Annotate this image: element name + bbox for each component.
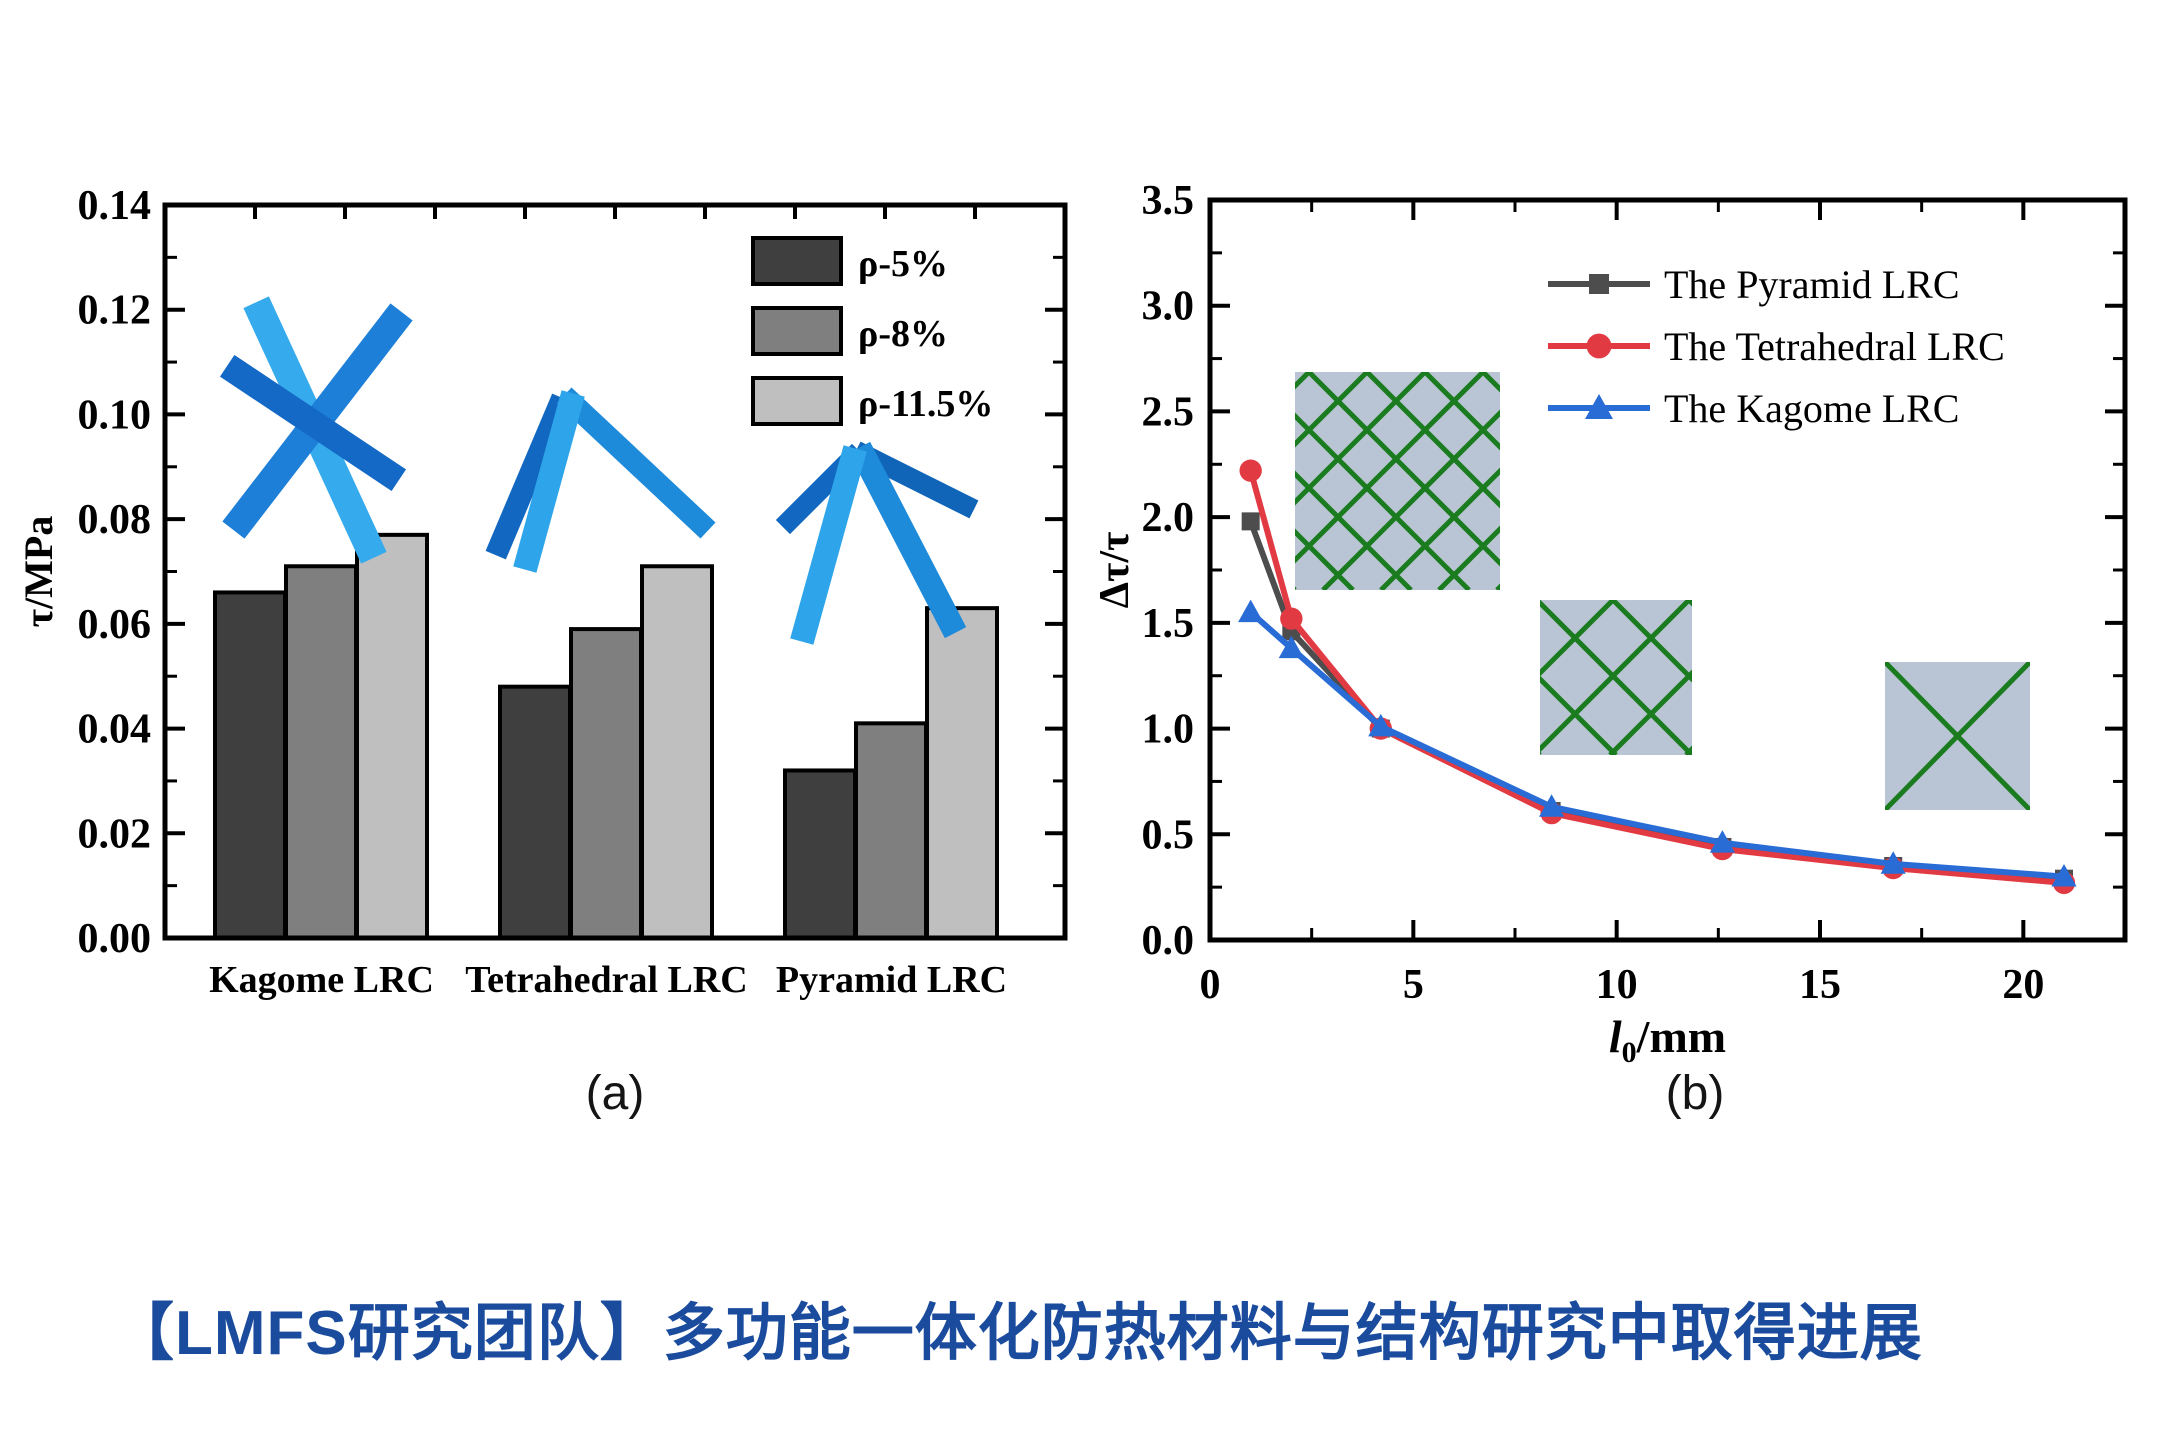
strut [513,390,585,573]
y-tick-label: 0.04 [78,707,152,753]
y-tick-label: 3.5 [1142,178,1195,224]
legend-b-entry-2: The Kagome LRC [1548,386,1960,431]
marker-triangle [1278,635,1304,659]
bar-kagome-series2 [355,532,429,940]
legend-b-label: The Kagome LRC [1664,386,1960,431]
y-tick-label: 1.0 [1142,707,1195,753]
charts-svg: Kagome LRC Tetrahedral LRC Pyramid LRC0.00… [16,178,2128,1069]
y-tick-label: 0.12 [78,288,152,334]
y-tick-label: 0.14 [78,183,152,229]
y-tick-label: 0.06 [78,602,152,648]
marker-triangle [1368,713,1394,737]
x-tick-label: 15 [1799,962,1841,1008]
marker-circle [1586,333,1612,359]
y-tick-label: 0.02 [78,811,152,857]
x-tick-label: 5 [1403,962,1424,1008]
bar-kagome-series1 [284,564,358,940]
marker-circle [1239,459,1262,482]
legend-a-entry-0: ρ-5% [751,236,948,286]
x-tick-label: 20 [2002,962,2044,1008]
legend-b-entry-1: The Tetrahedral LRC [1548,324,2005,369]
bar-tetrahedral-series0 [498,684,572,941]
x-tick-label: 0 [1200,962,1221,1008]
y-tick-label: 0.00 [78,916,152,962]
panel-a-ylabel: τ/MPa [16,516,61,628]
marker-triangle [1585,394,1613,419]
strut [851,441,979,519]
kagome-unit-cell-icon [219,296,413,564]
marker-triangle [1880,851,1906,874]
strut [556,387,716,539]
pyramid-unit-cell-icon [775,441,979,645]
y-tick-label: 0.0 [1142,918,1195,964]
strut [848,441,967,639]
category-label-tetrahedral: Tetrahedral LRC [465,959,748,1001]
legend-a-swatch [751,376,843,426]
caption-panel-a: (a) [585,1067,645,1120]
headline-title: 多功能一体化防热材料与结构研究中取得进展 [662,1299,1923,1368]
y-tick-label: 0.08 [78,497,152,543]
legend-a-label: ρ-8% [858,313,948,355]
bar-pyramid-series2 [925,606,999,941]
marker-triangle [2051,863,2077,887]
bar-tetrahedral-series2 [640,564,714,940]
panel-b-xlabel: l0/mm [1609,1011,1726,1069]
inset-mesh [1885,662,2030,810]
panel-b-ylabel: Δτ/τ [1092,532,1138,609]
panel-a: Kagome LRC Tetrahedral LRC Pyramid LRC 0.00… [16,183,1068,1001]
bar-tetrahedral-series1 [569,627,643,940]
bar-kagome-series0 [213,590,287,940]
series-the-kagome-lrc [1238,599,2077,887]
legend-a-entry-2: ρ-11.5% [751,376,993,426]
caption-panel-b: (b) [1665,1067,1725,1120]
panel-b: 0.0 0.5 1.0 1.5 2.0 2.5 3.0 3.5 0 5 10 15 20 Δτ/τ l0/m… [1092,178,2128,1069]
tetrahedral-unit-cell-icon [485,387,716,573]
legend-b-label: The Tetrahedral LRC [1664,324,2005,369]
medium-lattice-mesh-icon [1540,600,1692,755]
headline: 【LMFS研究团队】多功能一体化防热材料与结构研究中取得进展 [112,1282,1923,1372]
y-tick-label: 2.0 [1142,495,1195,541]
legend-a-swatch [751,306,843,356]
legend-a-label: ρ-11.5% [858,383,993,425]
x-tick-label: 10 [1596,962,1638,1008]
bar-pyramid-series1 [854,721,928,940]
strut [790,445,867,645]
y-tick-label: 0.10 [78,392,152,438]
legend-a-label: ρ-5% [858,243,948,285]
marker-circle [1280,607,1303,630]
marker-square [1241,512,1260,531]
fine-lattice-mesh-icon [1295,372,1500,590]
y-tick-label: 2.5 [1142,389,1195,435]
y-tick-label: 1.5 [1142,601,1195,647]
marker-square [1589,274,1609,294]
marker-triangle [1238,599,1264,623]
inset-mesh [1540,600,1692,755]
legend-b-entry-0: The Pyramid LRC [1548,262,1960,307]
marker-triangle [1539,794,1565,817]
strut [485,393,573,560]
bar-pyramid-series0 [783,768,857,941]
y-tick-label: 3.0 [1142,284,1195,330]
inset-mesh [1295,372,1500,590]
headline-team-tag: 【LMFS研究团队】 [112,1299,663,1368]
y-tick-label: 0.5 [1142,812,1195,858]
legend-a-swatch [751,236,843,286]
coarse-lattice-x-icon [1885,662,2030,810]
category-label-pyramid: Pyramid LRC [776,959,1007,1001]
legend-b-label: The Pyramid LRC [1664,262,1960,307]
strut [219,354,407,492]
legend-a-entry-1: ρ-8% [751,306,948,356]
marker-triangle [1709,830,1735,853]
category-label-kagome: Kagome LRC [209,959,434,1001]
